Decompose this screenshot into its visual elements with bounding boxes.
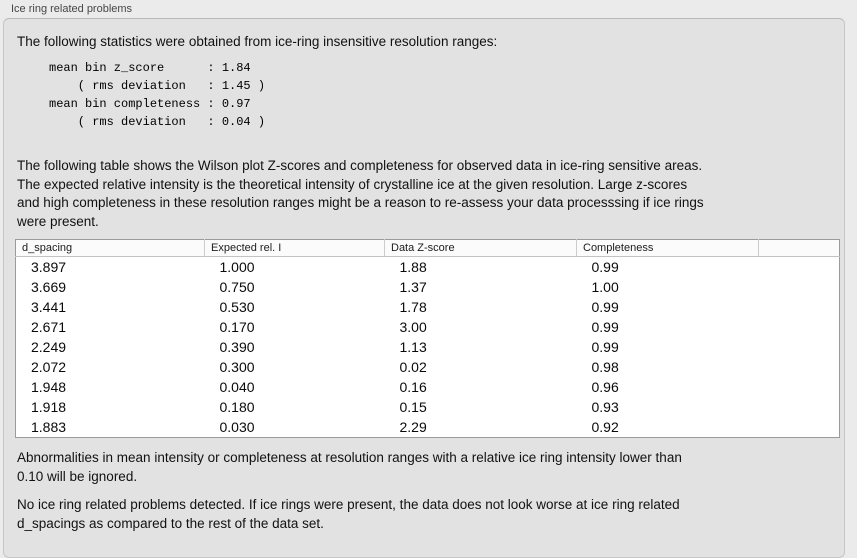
paragraph-line: and high completeness in these resolutio… [17, 195, 704, 210]
table-cell: 1.883 [31, 419, 67, 435]
ice-ring-table: d_spacing Expected rel. I Data Z-score C… [15, 239, 840, 438]
table-cell [759, 377, 840, 397]
paragraph-line: were present. [17, 213, 99, 229]
table-cell: 0.180 [219, 399, 255, 415]
panel-title: Ice ring related problems [11, 3, 133, 15]
table-cell: 1.13 [399, 339, 427, 355]
table-cell: 0.300 [219, 359, 255, 375]
paragraph-line: d_spacings as compared to the rest of th… [17, 515, 324, 531]
table-cell [759, 277, 840, 297]
column-header-expected-rel-i[interactable]: Expected rel. I [204, 239, 385, 257]
table-cell: 0.030 [219, 419, 255, 435]
table-row[interactable]: 1.948 0.040 0.16 0.96 [16, 377, 840, 397]
table-cell: 3.897 [31, 259, 67, 275]
table-row[interactable]: 2.671 0.170 3.00 0.99 [16, 317, 840, 337]
table-cell: 0.02 [399, 359, 427, 375]
table-cell [759, 257, 840, 278]
table-cell: 2.249 [31, 339, 67, 355]
table-cell: 0.99 [591, 319, 619, 335]
paragraph-line: No ice ring related problems detected. I… [17, 497, 680, 512]
table-cell: 3.00 [399, 319, 427, 335]
table-row[interactable]: 3.669 0.750 1.37 1.00 [16, 277, 840, 297]
table-cell [759, 357, 840, 377]
table-cell: 0.98 [591, 359, 619, 375]
table-cell: 2.072 [31, 359, 67, 375]
intro-text: The following statistics were obtained f… [17, 34, 498, 49]
table-cell [759, 317, 840, 337]
table-cell: 0.96 [591, 379, 619, 395]
table-cell: 3.669 [31, 279, 67, 295]
table-row[interactable]: 1.883 0.030 2.29 0.92 [16, 417, 840, 438]
table-cell: 0.040 [219, 379, 255, 395]
table-row[interactable]: 3.441 0.530 1.78 0.99 [16, 297, 840, 317]
paragraph-line: 0.10 will be ignored. [17, 468, 138, 484]
column-header-data-z-score[interactable]: Data Z-score [384, 239, 577, 257]
table-cell: 0.99 [591, 299, 619, 315]
table-cell: 0.170 [219, 319, 255, 335]
table-cell [759, 337, 840, 357]
table-row[interactable]: 1.918 0.180 0.15 0.93 [16, 397, 840, 417]
table-cell: 1.000 [219, 259, 255, 275]
table-cell: 1.00 [591, 279, 619, 295]
description-paragraph: The following table shows the Wilson plo… [17, 157, 844, 231]
stats-block: mean bin z_score : 1.84 ( rms deviation … [49, 61, 266, 129]
ice-ring-table-body: 3.897 1.000 1.88 0.99 3.669 0.750 1.37 1.00 3.44… [16, 257, 840, 438]
table-cell: 1.37 [399, 279, 427, 295]
column-header-empty [758, 239, 840, 257]
table-cell: 0.390 [219, 339, 255, 355]
table-header-row: d_spacing Expected rel. I Data Z-score C… [15, 239, 840, 257]
table-cell: 3.441 [31, 299, 67, 315]
column-header-completeness[interactable]: Completeness [576, 239, 759, 257]
table-row[interactable]: 2.072 0.300 0.02 0.98 [16, 357, 840, 377]
table-cell: 0.99 [591, 339, 619, 355]
table-cell: 0.15 [399, 399, 427, 415]
table-cell: 2.671 [31, 319, 67, 335]
table-cell [759, 417, 840, 438]
table-cell: 1.78 [399, 299, 427, 315]
paragraph-line: The expected relative intensity is the t… [17, 176, 688, 192]
table-cell: 0.750 [219, 279, 255, 295]
table-cell: 1.918 [31, 399, 67, 415]
table-cell: 2.29 [399, 419, 427, 435]
table-row[interactable]: 2.249 0.390 1.13 0.99 [16, 337, 840, 357]
table-cell: 0.92 [591, 419, 619, 435]
table-cell: 0.16 [399, 379, 427, 395]
column-header-d-spacing[interactable]: d_spacing [15, 239, 205, 257]
conclusion-paragraph: No ice ring related problems detected. I… [17, 496, 844, 533]
table-cell: 0.93 [591, 399, 619, 415]
footnote-paragraph: Abnormalities in mean intensity or compl… [17, 449, 844, 486]
table-cell: 1.88 [399, 259, 427, 275]
table-cell: 0.530 [219, 299, 255, 315]
table-cell [759, 397, 840, 417]
table-row[interactable]: 3.897 1.000 1.88 0.99 [16, 257, 840, 278]
table-cell: 0.99 [591, 259, 619, 275]
ice-ring-group-box: The following statistics were obtained f… [3, 18, 845, 558]
table-cell: 1.948 [31, 379, 67, 395]
paragraph-line: The following table shows the Wilson plo… [17, 158, 703, 173]
paragraph-line: Abnormalities in mean intensity or compl… [17, 450, 682, 465]
table-cell [759, 297, 840, 317]
